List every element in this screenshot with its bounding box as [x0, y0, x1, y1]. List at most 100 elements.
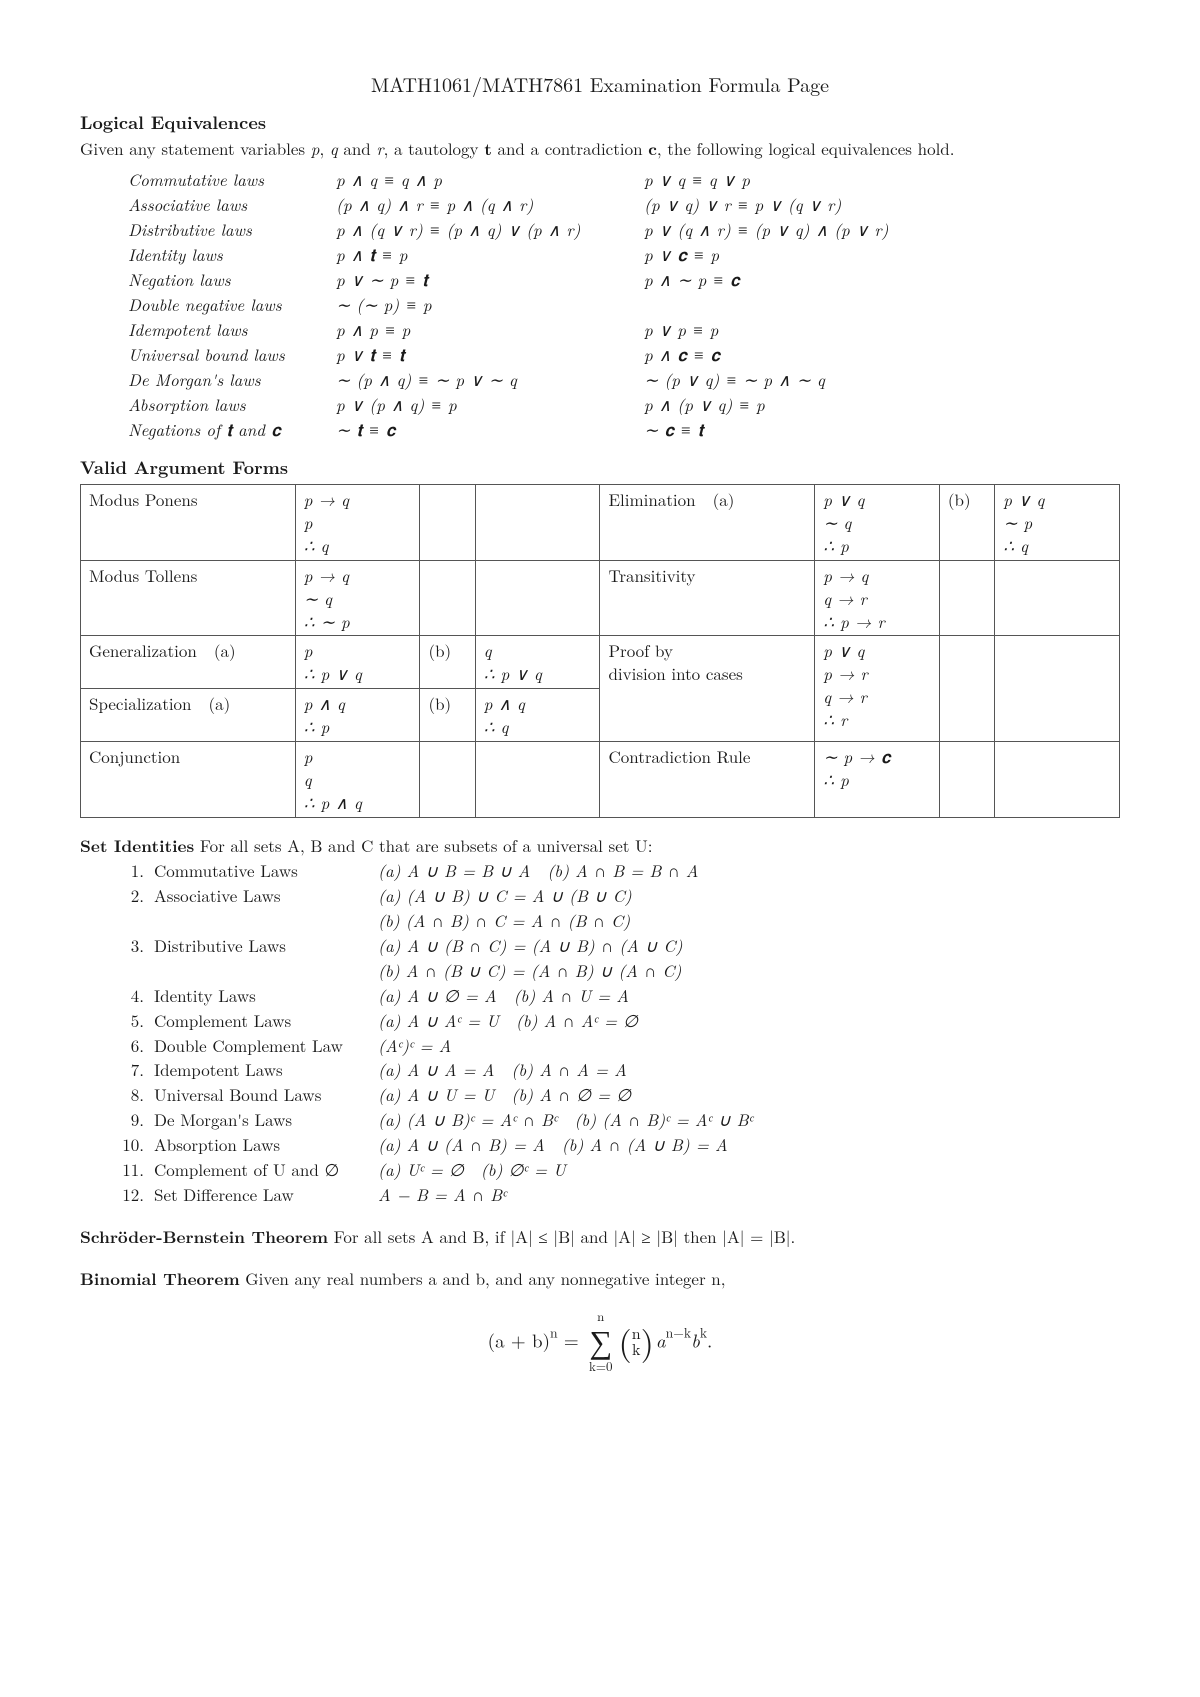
set-formula: (a) A ∪ A = A (b) A ∩ A = A [378, 1057, 763, 1082]
le-row: Absorption lawsp ∨ (p ∧ q) ≡ pp ∧ (p ∨ q… [128, 392, 897, 417]
arg-sub-b: (b) [420, 636, 475, 689]
set-row: 10.Absorption Laws(a) A ∪ (A ∩ B) = A (b… [120, 1132, 763, 1157]
set-law-name: De Morgan's Laws [154, 1107, 378, 1132]
set-formula: (a) A ∪ (B ∩ C) = (A ∪ B) ∩ (A ∪ C) [378, 933, 763, 958]
arg-sub-b [420, 560, 475, 636]
arg-line: p → q [304, 564, 412, 587]
arg-line: q → r [823, 685, 931, 708]
le-formula-2 [644, 292, 897, 317]
set-law-name: Idempotent Laws [154, 1057, 378, 1082]
set-formula: (Aᶜ)ᶜ = A [378, 1033, 763, 1058]
arg-sub-rb: (b) [939, 484, 994, 560]
page-title: MATH1061/MATH7861 Examination Formula Pa… [80, 70, 1120, 97]
arg-line: ∴ ∼ p [304, 610, 412, 633]
set-law-name: Set Difference Law [154, 1182, 378, 1207]
set-number: 5. [120, 1008, 154, 1033]
arg-line: ∴ p ∧ q [304, 791, 412, 814]
arg-sub-rb [939, 742, 994, 818]
set-law-name [154, 908, 378, 933]
le-law-name: Identity laws [128, 242, 336, 267]
arg-line: ∴ p [823, 534, 931, 557]
set-number: 1. [120, 858, 154, 883]
le-row: Negations of 𝐭 and 𝐜∼ 𝐭 ≡ 𝐜∼ 𝐜 ≡ 𝐭 [128, 417, 897, 442]
set-row: 11.Complement of U and ∅(a) Uᶜ = ∅ (b) ∅… [120, 1157, 763, 1182]
schroder-text: For all sets A and B, if |A| ≤ |B| and |… [328, 1224, 795, 1248]
arg-line: p → q [304, 488, 412, 511]
set-formula: (a) A ∪ ∅ = A (b) A ∩ U = A [378, 983, 763, 1008]
var-q: q [330, 136, 338, 160]
set-number [120, 908, 154, 933]
set-law-name: Identity Laws [154, 983, 378, 1008]
set-number: 9. [120, 1107, 154, 1132]
set-law-name [154, 958, 378, 983]
var-r: r [376, 136, 383, 160]
schroder-block: Schröder-Bernstein Theorem For all sets … [80, 1225, 1120, 1249]
set-row: 8.Universal Bound Laws(a) A ∪ U = U (b) … [120, 1082, 763, 1107]
le-row: Universal bound lawsp ∨ 𝐭 ≡ 𝐭p ∧ 𝐜 ≡ 𝐜 [128, 342, 897, 367]
arg-line: ∼ p → 𝐜 [823, 745, 931, 768]
arg-line: ∴ p [823, 768, 931, 791]
le-law-name: Distributive laws [128, 217, 336, 242]
arg-line: p → r [823, 662, 931, 685]
arg-form-rb: p ∨ q∼ p∴ q [995, 484, 1120, 560]
text: and a contradiction [492, 136, 648, 160]
set-number: 12. [120, 1182, 154, 1207]
le-law-name: Double negative laws [128, 292, 336, 317]
arg-line: ∴ q [484, 715, 592, 738]
sum-lower: k=0 [589, 1357, 612, 1375]
le-law-name: De Morgan's laws [128, 367, 336, 392]
arg-sub-b [420, 742, 475, 818]
set-law-name: Distributive Laws [154, 933, 378, 958]
arg-name-right: Contradiction Rule [600, 742, 815, 818]
set-formula: (b) A ∩ (B ∪ C) = (A ∩ B) ∪ (A ∩ C) [378, 958, 763, 983]
le-row: De Morgan's laws∼ (p ∧ q) ≡ ∼ p ∨ ∼ q∼ (… [128, 367, 897, 392]
arg-line: p → q [823, 564, 931, 587]
le-formula-1: p ∨ 𝐭 ≡ 𝐭 [336, 342, 644, 367]
arg-line: ∼ p [1003, 511, 1111, 534]
arg-line: p [304, 745, 412, 768]
rhs-a-exp: n−k [666, 1322, 691, 1341]
le-formula-1: ∼ 𝐭 ≡ 𝐜 [336, 417, 644, 442]
arg-line: ∴ p → r [823, 610, 931, 633]
set-row: 3.Distributive Laws(a) A ∪ (B ∩ C) = (A … [120, 933, 763, 958]
paren-left-icon: ( [619, 1316, 632, 1364]
le-law-name: Idempotent laws [128, 317, 336, 342]
le-law-name: Universal bound laws [128, 342, 336, 367]
sigma-icon: ∑ [589, 1325, 612, 1357]
set-number: 8. [120, 1082, 154, 1107]
le-row: Identity lawsp ∧ 𝐭 ≡ pp ∨ 𝐜 ≡ p [128, 242, 897, 267]
arg-line: p ∨ q [823, 639, 931, 662]
arg-line: ∴ q [304, 534, 412, 557]
arg-name-left: Modus Tollens [81, 560, 296, 636]
logical-equiv-intro: Given any statement variables p, q and r… [80, 137, 1120, 161]
valid-arg-table: Modus Ponensp → qp∴ qElimination (a)p ∨ … [80, 484, 1120, 818]
set-identities-heading: Set Identities [80, 834, 194, 858]
le-formula-2: p ∨ q ≡ q ∨ p [644, 167, 897, 192]
set-row: (b) (A ∩ B) ∩ C = A ∩ (B ∩ C) [120, 908, 763, 933]
arg-form-b [475, 560, 600, 636]
arg-name-left: Modus Ponens [81, 484, 296, 560]
binomial-heading: Binomial Theorem [80, 1267, 240, 1291]
set-formula: (a) (A ∪ B)ᶜ = Aᶜ ∩ Bᶜ (b) (A ∩ B)ᶜ = Aᶜ… [378, 1107, 763, 1132]
arg-row: Modus Ponensp → qp∴ qElimination (a)p ∨ … [81, 484, 1120, 560]
arg-sub-rb [939, 636, 994, 742]
le-law-name: Negation laws [128, 267, 336, 292]
rhs-b-exp: k [700, 1322, 707, 1341]
le-row: Commutative lawsp ∧ q ≡ q ∧ pp ∨ q ≡ q ∨… [128, 167, 897, 192]
le-formula-2: p ∨ 𝐜 ≡ p [644, 242, 897, 267]
le-formula-1: p ∧ 𝐭 ≡ p [336, 242, 644, 267]
binomial-block: Binomial Theorem Given any real numbers … [80, 1267, 1120, 1291]
equals: = [558, 1327, 585, 1354]
arg-sub-b: (b) [420, 689, 475, 742]
set-law-name: Double Complement Law [154, 1033, 378, 1058]
arg-form-rb [995, 636, 1120, 742]
set-identities-table: 1.Commutative Laws(a) A ∪ B = B ∪ A (b) … [120, 858, 763, 1207]
set-row: 9.De Morgan's Laws(a) (A ∪ B)ᶜ = Aᶜ ∩ Bᶜ… [120, 1107, 763, 1132]
set-identities-intro: For all sets A, B and C that are subsets… [194, 833, 652, 857]
set-formula: (a) Uᶜ = ∅ (b) ∅ᶜ = U [378, 1157, 763, 1182]
arg-line: p ∨ q [823, 488, 931, 511]
arg-form-a: p → q∼ q∴ ∼ p [295, 560, 420, 636]
set-row: 5.Complement Laws(a) A ∪ Aᶜ = U (b) A ∩ … [120, 1008, 763, 1033]
arg-form-b [475, 742, 600, 818]
arg-form-ra: p ∨ qp → rq → r∴ r [815, 636, 940, 742]
